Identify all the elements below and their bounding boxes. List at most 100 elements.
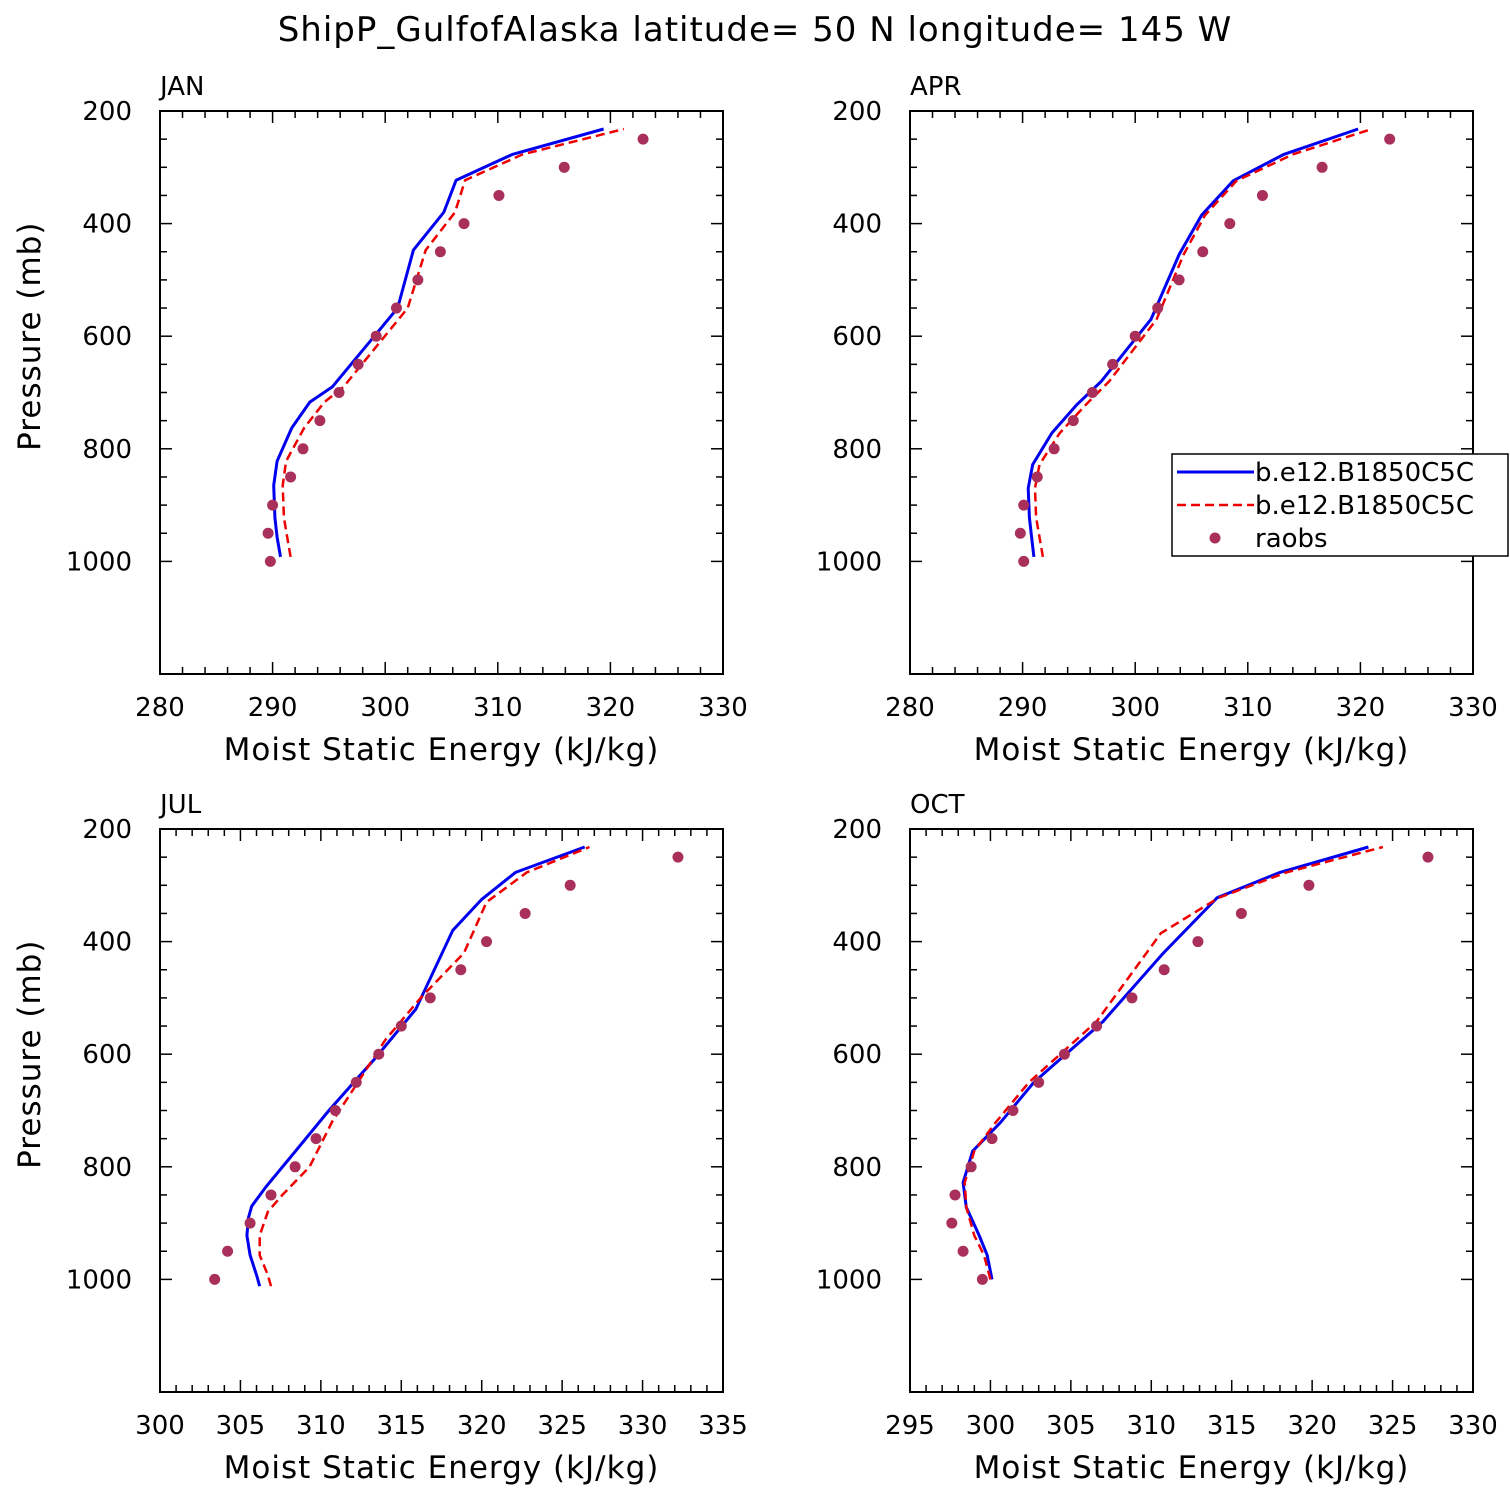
raobs-point <box>458 218 470 230</box>
x-tick-label: 300 <box>135 1411 185 1441</box>
raobs-point <box>949 1189 961 1201</box>
x-tick-label: 305 <box>216 1411 266 1441</box>
raobs-point <box>412 274 424 286</box>
x-tick-label: 330 <box>1448 1411 1498 1441</box>
figure-title: ShipP_GulfofAlaska latitude= 50 N longit… <box>277 10 1233 50</box>
raobs-point <box>558 161 570 173</box>
raobs-point <box>267 499 279 511</box>
y-axis-title: Pressure (mb) <box>12 222 48 451</box>
panel-jan: JAN 280 290 300 310 320 330 200 400 600 800 1000 Moi… <box>12 72 748 768</box>
x-axis-title: Moist Static Energy (kJ/kg) <box>224 732 660 768</box>
y-tick-label: 800 <box>832 1153 882 1183</box>
model-line-dashed <box>258 845 590 1287</box>
x-tick-label: 335 <box>698 1411 748 1441</box>
y-tick-label: 1000 <box>66 547 132 577</box>
raobs-point <box>434 246 446 258</box>
x-tick-label: 310 <box>1223 693 1273 723</box>
panel-label: OCT <box>910 790 965 820</box>
x-tick-label: 305 <box>1046 1411 1096 1441</box>
raobs-point <box>965 1161 977 1173</box>
legend-label: b.e12.B1850C5C <box>1255 491 1474 521</box>
raobs-point <box>1256 189 1268 201</box>
model-line-solid <box>245 845 586 1287</box>
panel-label: APR <box>910 72 962 102</box>
x-axis-title: Moist Static Energy (kJ/kg) <box>974 732 1410 768</box>
raobs-point <box>672 851 684 863</box>
raobs-point <box>1192 936 1204 948</box>
raobs-point <box>310 1133 322 1145</box>
x-tick-label: 300 <box>360 693 410 723</box>
raobs-point <box>285 471 297 483</box>
raobs-point <box>1158 964 1170 976</box>
y-tick-label: 200 <box>82 815 132 845</box>
y-tick-label: 1000 <box>816 547 882 577</box>
raobs-point <box>329 1105 341 1116</box>
raobs-point <box>264 555 276 567</box>
raobs-point <box>262 527 274 539</box>
raobs-point <box>1316 161 1328 173</box>
raobs-point <box>1422 851 1434 863</box>
panel-oct: OCT 295 300 305 310 315 320 325 330 200 400 600 800 1… <box>816 790 1498 1486</box>
y-tick-label: 600 <box>82 322 132 352</box>
y-tick-label: 200 <box>82 97 132 127</box>
y-tick-label: 200 <box>832 97 882 127</box>
raobs-point <box>1018 555 1030 567</box>
raobs-point <box>455 964 467 976</box>
x-tick-label: 295 <box>885 1411 935 1441</box>
raobs-point <box>1007 1105 1019 1116</box>
raobs-point <box>986 1133 998 1145</box>
panel-jul: JUL 300 305 310 315 320 325 330 335 200 400 600 800 1… <box>12 790 748 1486</box>
legend-label: raobs <box>1255 524 1328 554</box>
x-tick-label: 315 <box>376 1411 426 1441</box>
panel-label: JUL <box>158 790 202 820</box>
y-tick-label: 200 <box>832 815 882 845</box>
raobs-point <box>373 1048 385 1060</box>
raobs-point <box>1173 274 1185 286</box>
raobs-point <box>1058 1048 1070 1060</box>
raobs-point <box>637 133 649 145</box>
y-tick-label: 600 <box>832 322 882 352</box>
x-tick-label: 325 <box>1368 1411 1418 1441</box>
raobs-point <box>519 907 531 919</box>
raobs-point <box>424 992 436 1004</box>
plot-frame <box>909 828 1474 1393</box>
raobs-point <box>1224 218 1236 230</box>
x-tick-label: 300 <box>1110 693 1160 723</box>
plot-frame <box>159 828 724 1393</box>
x-tick-label: 310 <box>296 1411 346 1441</box>
raobs-point <box>946 1217 958 1229</box>
raobs-point <box>1126 992 1138 1004</box>
raobs-point <box>265 1189 277 1201</box>
x-tick-label: 290 <box>248 693 298 723</box>
model-line-solid <box>961 845 1369 1280</box>
x-tick-label: 330 <box>1448 693 1498 723</box>
y-tick-label: 800 <box>82 1153 132 1183</box>
raobs-point <box>1235 907 1247 919</box>
raobs-point <box>1067 415 1079 427</box>
raobs-point <box>957 1245 969 1257</box>
raobs-point <box>390 302 402 314</box>
y-tick-label: 400 <box>82 928 132 958</box>
y-axis-title: Pressure (mb) <box>12 940 48 1169</box>
raobs-point <box>1086 387 1098 398</box>
model-line-dashed <box>963 845 1384 1280</box>
x-tick-label: 320 <box>1287 1411 1337 1441</box>
x-tick-label: 320 <box>586 693 636 723</box>
raobs-point <box>1197 246 1209 258</box>
y-tick-label: 800 <box>82 435 132 465</box>
raobs-point <box>289 1161 301 1173</box>
y-tick-label: 400 <box>832 210 882 240</box>
panel-label: JAN <box>158 72 204 102</box>
plot-frame <box>909 110 1474 675</box>
raobs-point <box>297 443 309 455</box>
y-tick-label: 600 <box>832 1040 882 1070</box>
raobs-point <box>1129 330 1141 342</box>
raobs-point <box>350 1076 362 1088</box>
raobs-point <box>244 1217 256 1229</box>
raobs-point <box>493 189 505 201</box>
raobs-point <box>1018 499 1030 511</box>
raobs-point <box>1152 302 1164 314</box>
raobs-point <box>481 936 493 948</box>
y-tick-label: 1000 <box>816 1265 882 1295</box>
